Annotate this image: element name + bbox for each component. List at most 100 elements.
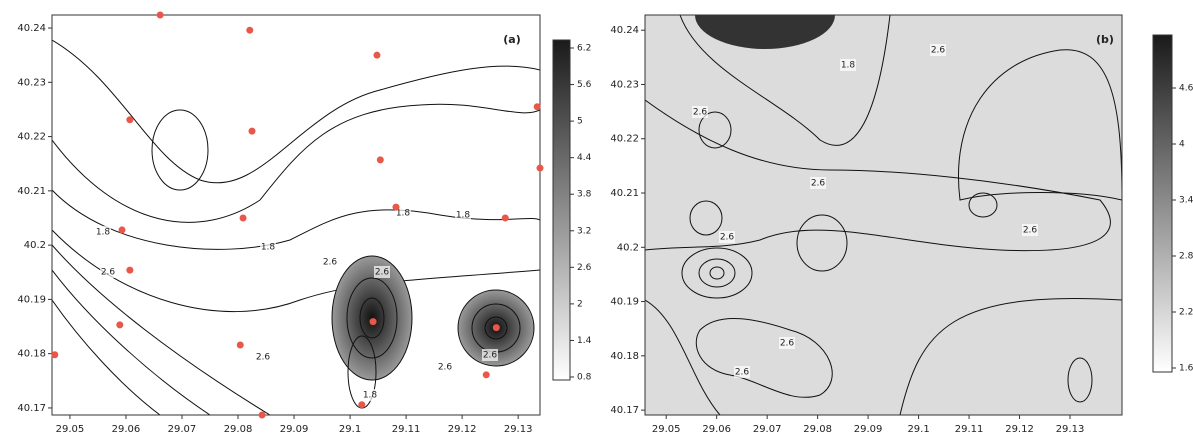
sample-point: [373, 51, 381, 59]
colorbar-tick-label: 2.8: [1179, 252, 1193, 262]
sample-point: [246, 26, 254, 34]
y-tick-label: 40.2: [617, 242, 639, 253]
contour-label: 2.6: [720, 233, 735, 243]
colorbar-tick-label: 2.6: [577, 263, 592, 273]
contour-label-bg: [95, 226, 111, 238]
sample-point: [248, 127, 256, 135]
sample-point: [536, 164, 544, 172]
x-tick-label: 29.12: [448, 424, 477, 435]
sample-point: [236, 341, 244, 349]
colorbar-tick-label: 1.4: [577, 336, 592, 346]
plot-frame: [51, 14, 541, 416]
x-tick-label: 29.13: [504, 424, 533, 435]
contour-label-bg: [930, 44, 946, 56]
colorbar-tick-label: 5.6: [577, 80, 592, 90]
colorbar-tick-label: 3.8: [577, 190, 592, 200]
x-tick-label: 29.05: [652, 424, 681, 435]
x-tick-label: 29.11: [392, 424, 421, 435]
contour-label-bg: [374, 266, 390, 278]
sample-point: [126, 116, 134, 124]
contour-label-bg: [1022, 224, 1038, 236]
sample-point: [482, 371, 490, 379]
sample-point: [116, 321, 124, 329]
sample-point: [126, 266, 134, 274]
y-tick-label: 40.24: [17, 23, 46, 34]
x-tick-label: 29.07: [753, 424, 782, 435]
y-tick-label: 40.19: [17, 294, 46, 305]
y-tick-label: 40.19: [610, 297, 639, 308]
contour-label: 2.6: [256, 353, 271, 363]
contour-label: 2.6: [483, 351, 498, 361]
sample-point: [258, 411, 266, 419]
sample-point: [492, 324, 500, 332]
contour-label: 1.8: [96, 228, 111, 238]
contour-label-bg: [692, 106, 708, 118]
x-tick-label: 29.09: [854, 424, 883, 435]
sample-point: [239, 214, 247, 222]
x-tick-label: 29.07: [168, 424, 197, 435]
y-tick-label: 40.21: [610, 188, 639, 199]
x-tick-label: 29.08: [803, 424, 832, 435]
sample-point: [392, 203, 400, 211]
y-tick-label: 40.17: [610, 405, 639, 416]
colorbar: [552, 39, 571, 381]
contour-label: 2.6: [101, 268, 116, 278]
contour-label-bg: [395, 207, 411, 219]
contour-label: 2.6: [323, 258, 338, 268]
colorbar-tick-label: 3.4: [1179, 196, 1193, 206]
y-tick-label: 40.18: [610, 351, 639, 362]
y-tick-label: 40.23: [610, 79, 639, 90]
colorbar-tick-label: 4.4: [577, 153, 592, 163]
contour-label: 2.6: [931, 46, 946, 56]
contour-label-bg: [437, 361, 453, 373]
plot-frame: [644, 14, 1123, 416]
x-tick-label: 29.12: [1005, 424, 1034, 435]
x-tick-label: 29.08: [224, 424, 253, 435]
contour-label: 2.6: [735, 368, 750, 378]
y-tick-label: 40.21: [17, 186, 46, 197]
y-tick-label: 40.22: [17, 132, 46, 143]
x-tick-label: 29.09: [280, 424, 309, 435]
y-tick-label: 40.17: [17, 403, 46, 414]
y-tick-label: 40.24: [610, 25, 639, 36]
contour-label: 1.8: [261, 243, 276, 253]
contour-label: 1.8: [363, 391, 378, 401]
sample-point: [156, 11, 164, 19]
contour-label: 2.6: [811, 179, 826, 189]
x-tick-label: 29.1: [339, 424, 361, 435]
x-tick-label: 29.11: [955, 424, 984, 435]
contour-label-bg: [362, 389, 378, 401]
contour-field-b: [645, 15, 1122, 415]
sample-point: [358, 401, 366, 409]
panel-label: (a): [503, 33, 520, 46]
contour-label-bg: [322, 256, 338, 268]
contour-label: 2.6: [375, 268, 390, 278]
contour-label: 2.6: [693, 108, 708, 118]
contour-label-bg: [779, 337, 795, 349]
contour-label: 2.6: [780, 339, 795, 349]
x-tick-label: 29.1: [907, 424, 929, 435]
colorbar-tick-label: 6.2: [577, 44, 591, 54]
colorbar-tick-label: 5: [577, 117, 583, 127]
contour-label-bg: [482, 349, 498, 361]
contour-label: 1.8: [396, 209, 411, 219]
x-tick-label: 29.13: [1056, 424, 1085, 435]
contour-label: 2.6: [1023, 226, 1038, 236]
contour-label-bg: [100, 266, 116, 278]
y-tick-label: 40.22: [610, 134, 639, 145]
y-tick-label: 40.23: [17, 77, 46, 88]
contour-label-bg: [260, 241, 276, 253]
x-tick-label: 29.05: [56, 424, 85, 435]
contour-label-bg: [840, 59, 856, 71]
colorbar-tick-label: 2.2: [1179, 308, 1193, 318]
colorbar-tick-label: 0.8: [577, 373, 592, 383]
colorbar-tick-label: 3.2: [577, 226, 591, 236]
panel-label: (b): [1096, 33, 1114, 46]
contour-label-bg: [734, 366, 750, 378]
sample-point: [533, 103, 541, 111]
sample-point: [501, 214, 509, 222]
contour-label: 2.6: [438, 363, 453, 373]
colorbar-tick-label: 2: [577, 299, 583, 309]
colorbar: [1152, 34, 1173, 373]
